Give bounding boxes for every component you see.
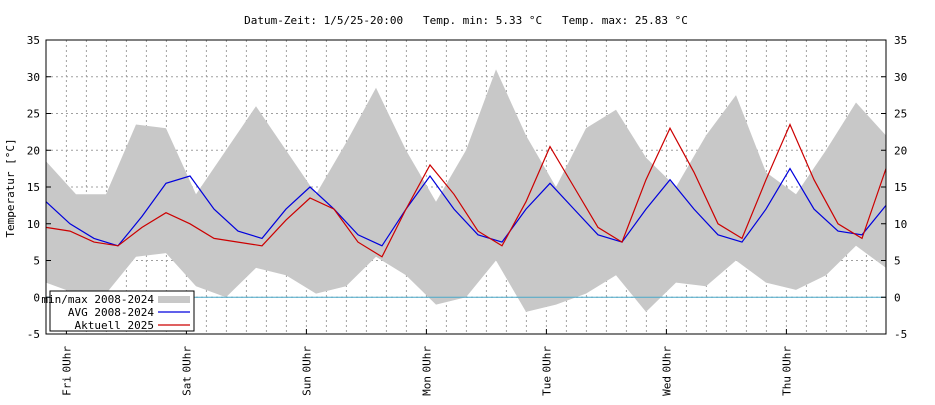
y-tick-label-left: 15	[27, 181, 40, 194]
series-line-avg	[45, 167, 887, 247]
x-tick-label-day: Thu	[780, 376, 793, 396]
y-tick-label-left: 5	[33, 255, 40, 268]
y-tick-label-right: 10	[894, 218, 907, 231]
legend: min/max 2008-2024 AVG 2008-2024 Aktuell …	[41, 290, 195, 332]
legend-label-minmax: min/max 2008-2024	[41, 293, 154, 306]
x-tick-label-time: 0Uhr	[780, 346, 793, 373]
x-tick-label-time: 0Uhr	[540, 346, 553, 373]
y-axis-label: Temperatur [°C]	[4, 138, 17, 237]
y-tick-label-right: 20	[894, 144, 907, 157]
y-tick-label-left: 35	[27, 34, 40, 47]
x-tick-label-time: 0Uhr	[660, 346, 673, 373]
y-tick-label-right: 15	[894, 181, 907, 194]
x-tick-label-time: 0Uhr	[180, 346, 193, 373]
y-tick-label-left: 0	[33, 291, 40, 304]
x-tick-label-day: Sat	[180, 376, 193, 396]
legend-label-avg: AVG 2008-2024	[68, 306, 154, 319]
series-band-minmax	[46, 69, 886, 312]
y-tick-label-right: 25	[894, 108, 907, 121]
tick-label-layer: -5 -5 0 0 5 5 10 10 15 15 20 20 25 25 30 30 35 35 0Uhr Fri 0…	[27, 34, 908, 396]
y-tick-label-right: 0	[894, 291, 901, 304]
chart-title: Datum-Zeit: 1/5/25-20:00 Temp. min: 5.33…	[244, 14, 688, 27]
x-tick-label-day: Sun	[300, 376, 313, 396]
y-tick-label-left: 10	[27, 218, 40, 231]
x-tick-label-day: Tue	[540, 376, 553, 396]
x-tick-label-time: 0Uhr	[420, 346, 433, 373]
series-line-current	[45, 122, 887, 258]
x-tick-label-day: Mon	[420, 376, 433, 396]
legend-label-current: Aktuell 2025	[75, 319, 154, 332]
y-tick-label-right: 5	[894, 255, 901, 268]
y-tick-label-left: 20	[27, 144, 40, 157]
y-tick-label-right: 35	[894, 34, 907, 47]
y-tick-label-right: -5	[894, 328, 907, 341]
y-tick-label-left: -5	[27, 328, 40, 341]
y-tick-label-right: 30	[894, 71, 907, 84]
band-layer	[46, 69, 886, 312]
y-tick-label-left: 25	[27, 108, 40, 121]
x-tick-label-day: Fri	[60, 376, 73, 396]
x-tick-label-time: 0Uhr	[60, 346, 73, 373]
axis-layer	[45, 39, 887, 335]
x-tick-label-time: 0Uhr	[300, 346, 313, 373]
legend-swatch-minmax	[158, 296, 190, 303]
y-tick-label-left: 30	[27, 71, 40, 84]
x-tick-label-day: Wed	[660, 376, 673, 396]
